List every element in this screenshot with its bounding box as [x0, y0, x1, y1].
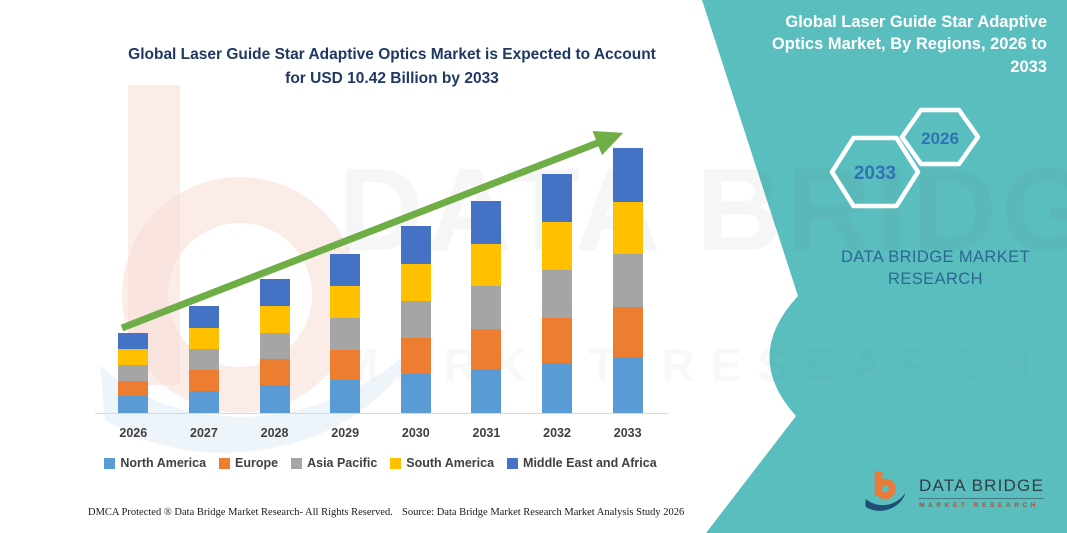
bar-segment-south-america: [259, 306, 290, 333]
bar-segment-south-america: [542, 221, 573, 270]
brand-text: DATA BRIDGE MARKET RESEARCH: [840, 248, 1031, 289]
footer-source-text: Source: Data Bridge Market Research Mark…: [402, 507, 685, 518]
legend-swatch: [507, 457, 519, 469]
bar-segment-north-america: [330, 379, 361, 413]
bar-segment-north-america: [259, 384, 290, 413]
bar-segment-middle-east-and-africa: [118, 333, 149, 350]
bar-segment-middle-east-and-africa: [400, 226, 431, 264]
hexagon-2026: [899, 107, 981, 167]
legend-item-asia-pacific: Asia Pacific: [291, 456, 377, 470]
bar-segment-europe: [400, 338, 431, 374]
bar-segment-middle-east-and-africa: [259, 279, 290, 307]
bar-stack-2026: [118, 333, 149, 413]
bar-segment-north-america: [400, 373, 431, 413]
legend-item-europe: Europe: [219, 456, 278, 470]
legend-swatch: [104, 457, 116, 469]
bar-segment-middle-east-and-africa: [612, 148, 643, 202]
brand-logo-subtitle: MARKET RESEARCH: [919, 501, 1040, 509]
bar-stack-2027: [188, 306, 219, 413]
legend-label: Asia Pacific: [307, 456, 378, 470]
bar-column-2027: [169, 113, 240, 413]
x-axis-labels: 2026 2027 2028 2029 2030 2031 2032 2033: [98, 426, 663, 440]
bar-segment-middle-east-and-africa: [330, 254, 361, 286]
bar-segment-south-america: [118, 349, 149, 366]
bar-segment-europe: [118, 381, 149, 397]
bar-column-2032: [522, 113, 593, 413]
bar-stack-2029: [330, 254, 361, 413]
x-axis-label-2029: 2029: [331, 426, 360, 440]
brand-logo-text: DATA BRIDGE MARKET RESEARCH: [919, 476, 1044, 509]
legend-swatch: [390, 457, 402, 469]
bar-segment-europe: [471, 328, 502, 369]
legend-swatch: [291, 457, 303, 469]
legend-label: South America: [406, 456, 495, 470]
bar-segment-south-america: [188, 327, 219, 350]
bar-segment-north-america: [542, 363, 573, 413]
bar-column-2029: [310, 113, 381, 413]
legend-item-middle-east-and-africa: Middle East and Africa: [507, 456, 657, 470]
bar-column-2033: [592, 113, 663, 413]
footer-dmca-text: DMCA Protected ® Data Bridge Market Rese…: [88, 507, 393, 518]
x-axis-label-2028: 2028: [260, 426, 289, 440]
bar-stack-2033: [612, 148, 643, 413]
bar-segment-north-america: [118, 396, 149, 413]
bar-segment-middle-east-and-africa: [188, 306, 219, 328]
x-axis-label-2030: 2030: [401, 426, 430, 440]
brand-logo-icon: [865, 471, 906, 511]
bar-chart-bars: [98, 113, 663, 413]
bar-segment-europe: [542, 317, 573, 363]
x-axis-label-2026: 2026: [119, 426, 148, 440]
bar-segment-north-america: [188, 390, 219, 413]
bar-segment-europe: [612, 307, 643, 358]
legend-label: Europe: [235, 456, 279, 470]
bar-column-2028: [239, 113, 310, 413]
bar-segment-europe: [259, 359, 290, 385]
bar-segment-europe: [330, 349, 361, 380]
year-hexagons: 2033 2026: [829, 107, 981, 209]
bar-segment-asia-pacific: [259, 332, 290, 360]
right-panel-title: Global Laser Guide Star Adaptive Optics …: [771, 13, 1047, 76]
hexagon-2033: [829, 135, 921, 209]
bar-segment-asia-pacific: [188, 349, 219, 371]
x-axis-label-2032: 2032: [543, 426, 571, 440]
x-axis-label-2027: 2027: [190, 426, 218, 440]
x-axis-label-2033: 2033: [613, 426, 642, 440]
legend-item-south-america: South America: [390, 456, 494, 470]
bar-segment-middle-east-and-africa: [471, 201, 502, 244]
bar-segment-asia-pacific: [400, 301, 431, 339]
bar-segment-asia-pacific: [118, 365, 149, 382]
x-axis-line: [95, 413, 668, 414]
bar-segment-south-america: [330, 285, 361, 318]
bar-segment-south-america: [612, 201, 643, 255]
bar-segment-asia-pacific: [471, 286, 502, 329]
chart-legend: North America Europe Asia Pacific South Ame…: [88, 456, 673, 470]
bar-stack-2032: [542, 174, 573, 413]
brand-logo: DATA BRIDGE MARKET RESEARCH: [864, 468, 1044, 516]
brand-logo-name: DATA BRIDGE: [919, 476, 1044, 499]
bar-stack-2031: [471, 201, 502, 413]
bar-stack-2030: [400, 226, 431, 413]
legend-item-north-america: North America: [104, 456, 206, 470]
bar-segment-south-america: [400, 263, 431, 302]
bar-segment-asia-pacific: [330, 317, 361, 350]
legend-label: Middle East and Africa: [523, 456, 657, 470]
hexagon-2026-label: 2026: [921, 129, 959, 148]
bar-column-2026: [98, 113, 169, 413]
bar-column-2031: [451, 113, 522, 413]
bar-segment-north-america: [471, 368, 502, 413]
bar-segment-north-america: [612, 357, 643, 413]
bar-segment-asia-pacific: [612, 254, 643, 308]
bar-stack-2028: [259, 279, 290, 413]
legend-swatch: [219, 457, 231, 469]
bar-column-2030: [381, 113, 452, 413]
legend-label: North America: [120, 456, 207, 470]
bar-segment-middle-east-and-africa: [542, 174, 573, 222]
chart-title: Global Laser Guide Star Adaptive Optics …: [128, 46, 656, 88]
bar-segment-asia-pacific: [542, 269, 573, 318]
bar-segment-south-america: [471, 243, 502, 287]
hexagon-2033-label: 2033: [854, 163, 896, 184]
x-axis-label-2031: 2031: [472, 426, 501, 440]
bar-segment-europe: [188, 370, 219, 391]
